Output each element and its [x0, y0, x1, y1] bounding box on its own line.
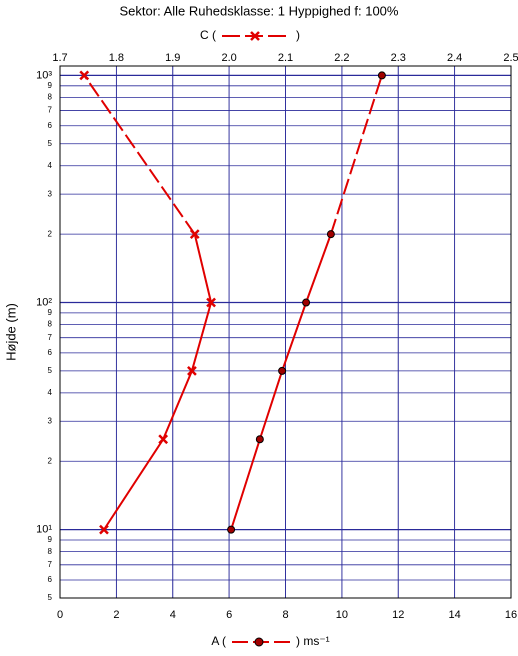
x-tick-label: 10: [336, 609, 348, 621]
y-tick-label: 6: [48, 575, 53, 584]
plot-frame: [59, 65, 512, 599]
y-tick-label: 4: [48, 388, 53, 397]
y-tick-label: 7: [48, 560, 53, 569]
point: [377, 71, 386, 80]
point: [206, 297, 216, 308]
x2-tick-label: 2.0: [221, 52, 236, 64]
y-tick-label: 4: [48, 161, 53, 170]
y-tick-label: 10¹: [36, 524, 52, 536]
y-tick-label: 9: [48, 81, 53, 90]
x-tick-label: 16: [505, 609, 517, 621]
x2-tick-label: 2.5: [503, 52, 518, 64]
y-tick-label: 2: [48, 229, 53, 238]
y-tick-label: 2: [48, 456, 53, 465]
legend-text: C (: [200, 28, 216, 42]
y-tick-label: 10²: [36, 296, 52, 308]
y-tick-label: 5: [48, 366, 53, 375]
legend-text: ) ms⁻¹: [296, 634, 330, 648]
x2-tick-label: 2.3: [391, 52, 406, 64]
x-tick-label: 14: [449, 609, 461, 621]
y-tick-label: 5: [48, 139, 53, 148]
x-tick-label: 6: [226, 609, 232, 621]
x2-tick-label: 1.7: [52, 52, 67, 64]
point: [302, 298, 311, 307]
top-legend: C ( ): [200, 28, 300, 42]
x-tick-label: 8: [282, 609, 288, 621]
series-line: [103, 233, 213, 531]
y-tick-label: 7: [48, 106, 53, 115]
chart-title: Sektor: Alle Ruhedsklasse: 1 Hyppighed f…: [120, 3, 399, 18]
y-tick-label: 6: [48, 348, 53, 357]
point: [99, 524, 109, 535]
x-tick-label: 12: [392, 609, 404, 621]
point: [227, 525, 236, 534]
y-tick-label: 8: [48, 547, 53, 556]
x2-tick-label: 1.9: [165, 52, 180, 64]
y-tick-label: 5: [48, 593, 53, 602]
x-tick-label: 4: [170, 609, 176, 621]
series-line: [329, 75, 383, 235]
point: [189, 229, 200, 240]
point: [158, 434, 169, 445]
x-tick-label: 2: [113, 609, 119, 621]
x2-tick-label: 2.4: [447, 52, 462, 64]
legend-text: A (: [211, 634, 226, 648]
y-axis-label: Højde (m): [3, 303, 18, 361]
point: [187, 366, 197, 376]
x2-tick-label: 1.8: [109, 52, 124, 64]
y-tick-label: 10³: [36, 69, 52, 81]
y-tick-label: 9: [48, 308, 53, 317]
y-tick-label: 7: [48, 333, 53, 342]
y-tick-label: 9: [48, 535, 53, 544]
y-tick-label: 6: [48, 121, 53, 130]
x2-tick-label: 2.2: [334, 52, 349, 64]
point: [326, 230, 335, 239]
series-line: [83, 74, 196, 235]
bottom-legend: A ( ) ms⁻¹: [211, 634, 329, 648]
legend-marker: [254, 637, 264, 647]
legend-text: ): [296, 28, 300, 42]
point: [255, 435, 264, 444]
y-tick-label: 3: [48, 189, 53, 198]
y-tick-label: 8: [48, 320, 53, 329]
legend-marker: [250, 31, 260, 41]
y-tick-label: 8: [48, 93, 53, 102]
point: [79, 70, 90, 81]
y-tick-label: 3: [48, 416, 53, 425]
x-tick-label: 0: [57, 609, 63, 621]
series-line: [230, 233, 332, 530]
point: [278, 366, 287, 375]
x2-tick-label: 2.1: [278, 52, 293, 64]
